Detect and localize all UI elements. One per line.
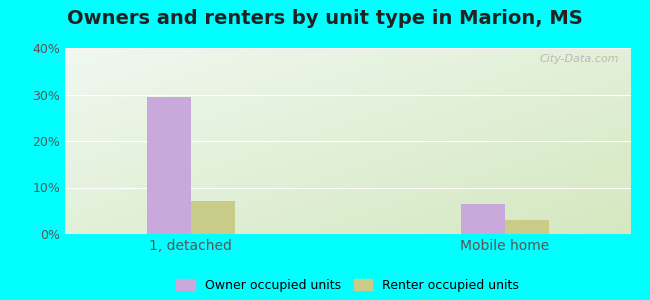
Bar <box>190 202 235 234</box>
Bar <box>461 204 505 234</box>
Text: City-Data.com: City-Data.com <box>540 54 619 64</box>
Legend: Owner occupied units, Renter occupied units: Owner occupied units, Renter occupied un… <box>171 274 525 297</box>
Bar <box>505 220 549 234</box>
Bar <box>147 97 190 234</box>
Text: Owners and renters by unit type in Marion, MS: Owners and renters by unit type in Mario… <box>67 9 583 28</box>
